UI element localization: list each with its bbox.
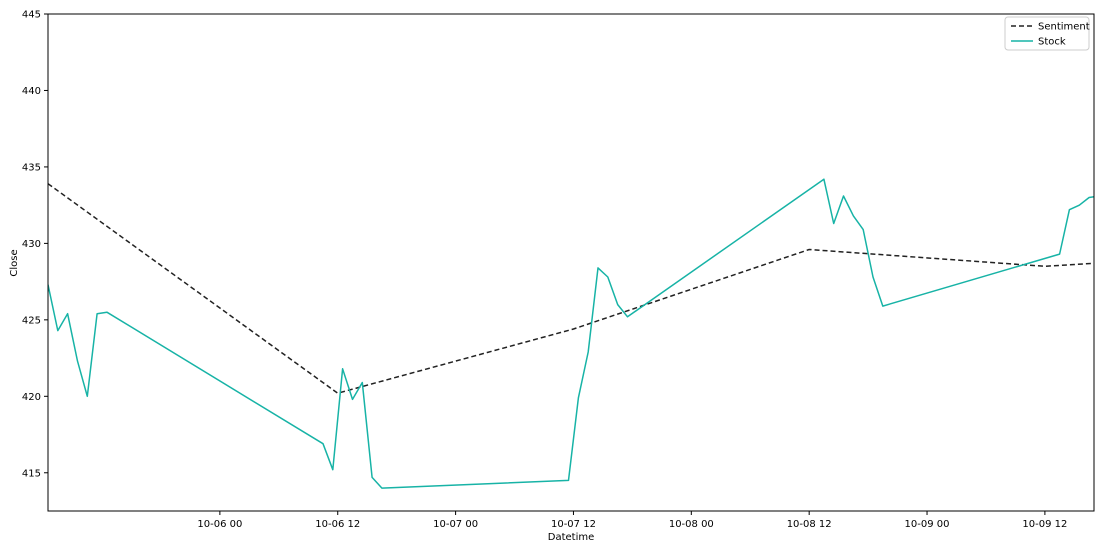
x-tick-label: 10-09 12 [1022, 519, 1067, 530]
x-axis-label: Datetime [548, 532, 595, 543]
y-axis-ticks: 415 420 425 430 435 440 445 [22, 10, 48, 479]
x-tick-label: 10-09 00 [905, 519, 950, 530]
series-line-stock [48, 178, 1094, 489]
series-layer [48, 178, 1094, 489]
y-tick-label: 425 [22, 315, 41, 326]
y-tick-label: 420 [22, 392, 41, 403]
plot-area [48, 14, 1094, 511]
y-tick-label: 435 [22, 162, 41, 173]
x-tick-label: 10-08 00 [669, 519, 714, 530]
legend-label-sentiment: Sentiment [1038, 22, 1090, 33]
y-tick-label: 430 [22, 239, 41, 250]
x-tick-label: 10-07 00 [433, 519, 478, 530]
plot-frame [47, 13, 1095, 512]
y-axis-label: Close [9, 249, 20, 276]
x-tick-label: 10-06 12 [315, 519, 360, 530]
x-axis-ticks: 10-06 00 10-06 12 10-07 00 10-07 12 10-08 00… [197, 511, 1067, 530]
y-tick-label: 415 [22, 468, 41, 479]
y-tick-label: 440 [22, 86, 41, 97]
y-tick-label: 445 [22, 10, 41, 21]
legend: Sentiment Stock [1004, 16, 1090, 51]
x-tick-label: 10-06 00 [197, 519, 242, 530]
x-tick-label: 10-07 12 [551, 519, 596, 530]
x-tick-label: 10-08 12 [787, 519, 832, 530]
series-line-sentiment [48, 183, 1094, 394]
legend-label-stock: Stock [1038, 37, 1066, 48]
